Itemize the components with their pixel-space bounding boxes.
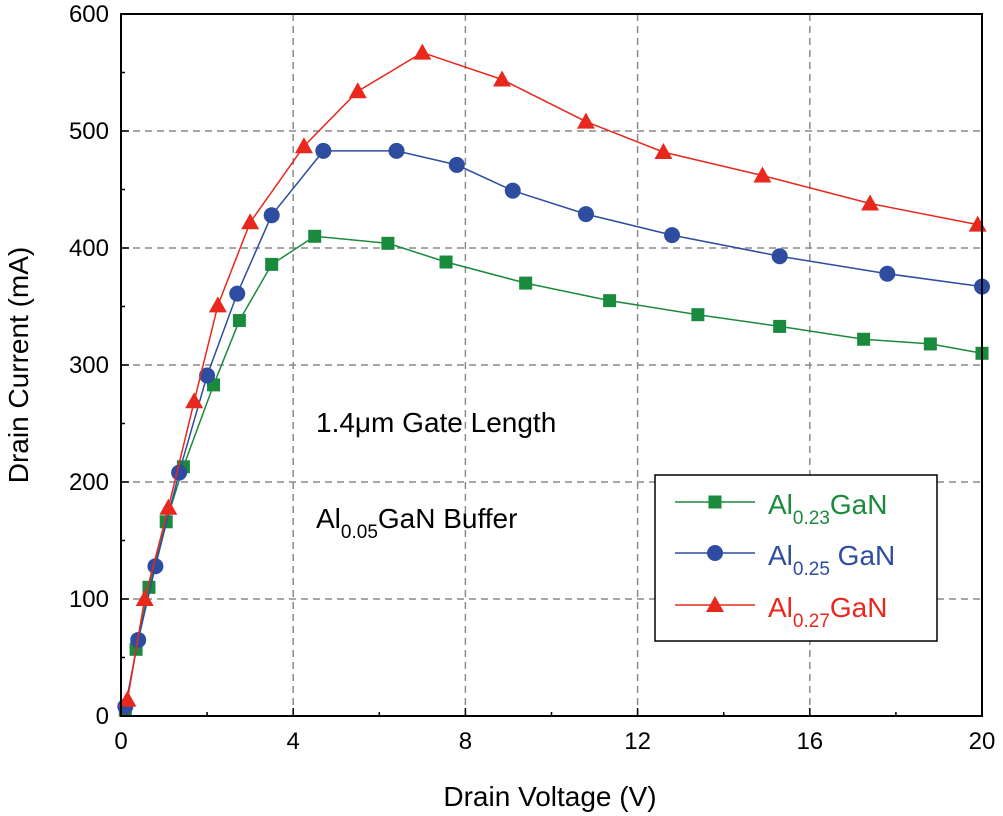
x-tick-label: 8 — [459, 728, 472, 755]
series-group — [117, 43, 990, 717]
legend-label-prefix: Al — [768, 592, 793, 623]
data-point — [147, 558, 164, 575]
data-point — [171, 464, 188, 481]
data-point — [857, 332, 871, 346]
y-tick-label: 400 — [69, 235, 109, 262]
legend-label-suffix: GaN — [830, 540, 895, 571]
data-point — [603, 294, 617, 308]
legend-label-suffix: GaN — [830, 489, 888, 520]
x-tick-label: 4 — [287, 728, 300, 755]
y-tick-label: 500 — [69, 118, 109, 145]
data-point — [388, 142, 405, 159]
y-tick-label: 300 — [69, 352, 109, 379]
data-point — [265, 257, 279, 271]
data-point — [576, 112, 595, 129]
legend-label-sub: 0.27 — [793, 611, 830, 632]
data-point — [263, 207, 280, 224]
data-point — [208, 296, 227, 313]
legend-item-1: Al0.23GaN — [675, 489, 887, 529]
data-point — [654, 143, 673, 160]
annotation-buffer: Al0.05GaN Buffer — [316, 503, 517, 543]
x-axis-title: Drain Voltage (V) — [443, 781, 656, 812]
series-1 — [118, 229, 989, 717]
legend-label: Al0.23GaN — [768, 489, 887, 529]
annotation-buffer-sub: 0.05 — [341, 522, 378, 543]
data-point — [448, 156, 465, 173]
data-point — [923, 337, 937, 351]
legend-label-suffix: GaN — [830, 592, 888, 623]
x-tick-label: 16 — [796, 728, 823, 755]
x-tick-label: 12 — [624, 728, 651, 755]
annotation-buffer-suffix: GaN Buffer — [378, 503, 518, 534]
data-point — [439, 255, 453, 269]
data-point — [861, 194, 880, 211]
data-point — [118, 690, 137, 707]
series-line — [124, 150, 983, 707]
data-point — [135, 590, 154, 606]
x-tick-label: 0 — [114, 728, 127, 755]
y-axis-title: Drain Current (mA) — [3, 247, 34, 483]
data-point — [577, 206, 594, 223]
x-tick-label: 20 — [969, 728, 996, 755]
annotation-gate-length: 1.4μm Gate Length — [316, 407, 556, 438]
series-3 — [118, 43, 987, 707]
legend-label-prefix: Al — [768, 489, 793, 520]
data-point — [199, 367, 216, 384]
legend-marker — [707, 545, 723, 561]
y-tick-label: 100 — [69, 586, 109, 613]
data-point — [294, 137, 313, 154]
annotation-buffer-prefix: Al — [316, 503, 341, 534]
data-point — [381, 236, 395, 250]
legend-marker — [708, 495, 722, 509]
data-point — [185, 392, 204, 409]
data-point — [519, 276, 533, 290]
data-point — [241, 213, 260, 230]
legend-item-2: Al0.25 GaN — [675, 540, 895, 580]
data-point — [308, 229, 322, 243]
legend-box — [654, 474, 938, 642]
data-point — [159, 498, 178, 515]
y-tick-label: 0 — [96, 703, 109, 730]
data-point — [232, 314, 246, 328]
data-point — [229, 285, 246, 302]
legend-label-prefix: Al — [768, 540, 793, 571]
data-point — [413, 43, 432, 60]
data-point — [504, 182, 521, 199]
legend-label-sub: 0.23 — [793, 508, 830, 529]
legend-label: Al0.27GaN — [768, 592, 887, 632]
data-point — [664, 227, 681, 244]
data-point — [879, 265, 896, 282]
legend-label-sub: 0.25 — [793, 559, 830, 580]
data-point — [348, 82, 367, 99]
data-point — [753, 166, 772, 183]
legend-item-3: Al0.27GaN — [675, 592, 887, 632]
data-point — [771, 248, 788, 265]
legend-label: Al0.25 GaN — [768, 540, 895, 580]
data-point — [691, 308, 705, 322]
data-point — [773, 319, 787, 333]
y-tick-label: 200 — [69, 469, 109, 496]
y-tick-label: 600 — [69, 1, 109, 28]
grid-lines — [121, 14, 982, 716]
data-point — [315, 142, 332, 159]
data-point — [142, 580, 156, 594]
data-point — [492, 70, 511, 87]
legend-marker — [706, 596, 724, 612]
